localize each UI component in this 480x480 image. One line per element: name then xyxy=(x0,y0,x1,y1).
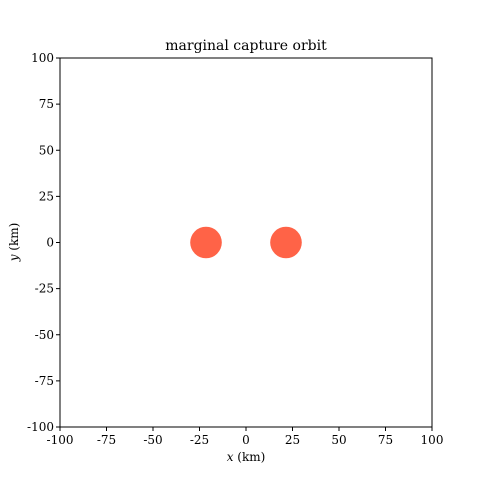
data-point-2 xyxy=(270,226,302,259)
x-tick-label: 100 xyxy=(421,433,444,447)
x-tick-label: -100 xyxy=(47,433,74,447)
y-tick-label: -50 xyxy=(35,328,54,342)
x-tick-label: -50 xyxy=(143,433,162,447)
y-axis-unit: (km) xyxy=(7,223,21,255)
y-tick-label: 75 xyxy=(39,97,54,111)
y-axis-title: y (km) xyxy=(7,223,21,263)
x-tick-label: 75 xyxy=(378,433,393,447)
y-tick-label: 100 xyxy=(31,51,54,65)
x-axis-title: x (km) xyxy=(227,450,266,464)
x-axis-ticks: -100 -75 -50 -25 0 25 50 75 100 xyxy=(47,427,444,447)
x-tick-label: -75 xyxy=(97,433,116,447)
x-axis-variable: x xyxy=(227,450,234,464)
y-tick-label: 50 xyxy=(39,143,54,157)
data-points xyxy=(190,226,302,259)
y-axis-variable: y xyxy=(7,254,21,262)
chart-title: marginal capture orbit xyxy=(165,38,327,54)
x-axis-unit: (km) xyxy=(233,450,265,464)
y-tick-label: 25 xyxy=(39,189,54,203)
x-tick-label: 0 xyxy=(242,433,250,447)
plot-area-frame xyxy=(59,57,433,428)
x-tick-label: 50 xyxy=(331,433,346,447)
x-tick-label: -25 xyxy=(190,433,209,447)
data-point-1 xyxy=(190,226,222,259)
x-tick-label: 25 xyxy=(285,433,300,447)
y-axis-ticks: -100 -75 -50 -25 0 25 50 75 100 xyxy=(27,51,60,434)
y-tick-label: -100 xyxy=(27,420,54,434)
y-tick-label: -25 xyxy=(35,282,54,296)
y-tick-label: 0 xyxy=(46,236,54,250)
y-tick-label: -75 xyxy=(35,374,54,388)
